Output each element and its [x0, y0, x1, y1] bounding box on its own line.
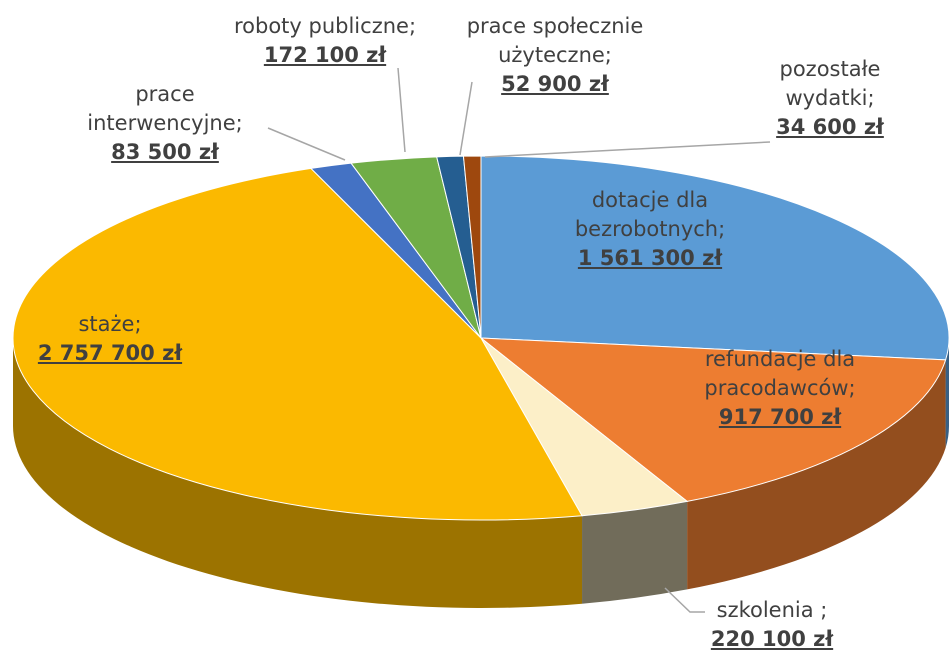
slice-value: 52 900 zł	[501, 72, 609, 96]
slice-label: refundacje dla pracodawców; 917 700 zł	[675, 345, 885, 432]
slice-value: 172 100 zł	[263, 43, 387, 67]
leader-line	[459, 81, 473, 156]
leader-line	[397, 67, 406, 153]
pie-slice-side	[582, 501, 688, 604]
pie-slice-side	[687, 359, 946, 590]
slice-value: 34 600 zł	[776, 115, 884, 139]
slice-value: 83 500 zł	[111, 140, 219, 164]
slice-label: roboty publiczne; 172 100 zł	[200, 12, 450, 70]
pie-slice	[479, 337, 947, 502]
slice-name: refundacje dla pracodawców;	[704, 347, 856, 400]
slice-label: prace interwencyjne; 83 500 zł	[60, 80, 270, 167]
slice-value: 1 561 300 zł	[577, 246, 723, 270]
pie-slice-side	[13, 338, 583, 609]
leader-line	[267, 127, 346, 161]
slice-name: dotacje dla bezrobotnych;	[574, 188, 726, 241]
slice-value: 2 757 700 zł	[37, 341, 183, 365]
slice-label: dotacje dla bezrobotnych; 1 561 300 zł	[550, 186, 750, 273]
pie-tops	[12, 155, 950, 521]
slice-label: pozostałe wydatki; 34 600 zł	[760, 55, 900, 142]
slice-name: szkolenia ;	[716, 598, 828, 622]
slice-label: staże; 2 757 700 zł	[10, 310, 210, 368]
pie-slice	[12, 167, 583, 521]
slice-name: staże;	[78, 312, 142, 336]
slice-name: pozostałe wydatki;	[779, 57, 881, 110]
slice-label: szkolenia ; 220 100 zł	[672, 596, 872, 654]
pie-sides	[13, 338, 949, 609]
slice-name: prace interwencyjne;	[87, 82, 243, 135]
leader-line	[664, 587, 705, 613]
slice-name: prace społecznie użyteczne;	[466, 14, 644, 67]
slice-label: prace społecznie użyteczne; 52 900 zł	[445, 12, 665, 99]
slice-name: roboty publiczne;	[233, 14, 417, 38]
slice-value: 917 700 zł	[718, 405, 842, 429]
slice-value: 220 100 zł	[710, 627, 834, 651]
pie-slice	[480, 155, 950, 361]
leader-line	[484, 141, 771, 158]
pie-slice-side	[945, 338, 949, 448]
pie-slice	[462, 155, 482, 339]
